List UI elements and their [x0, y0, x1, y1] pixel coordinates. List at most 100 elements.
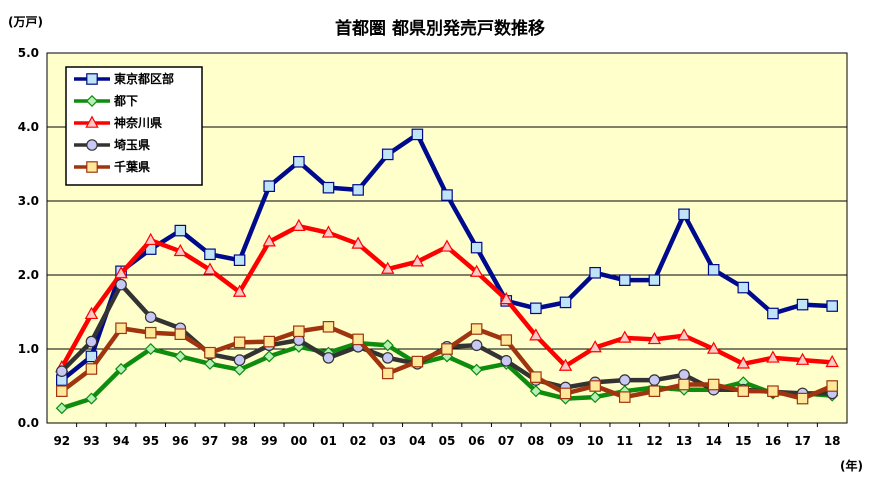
data-point: [410, 254, 425, 267]
data-point: [677, 328, 691, 341]
data-point: [263, 335, 276, 348]
data-point: [648, 274, 661, 286]
data-point: [825, 354, 839, 368]
legend-item: 神奈川県: [74, 115, 162, 130]
data-point: [826, 300, 838, 312]
data-point: [589, 266, 601, 279]
data-point: [381, 367, 394, 380]
y-axis-unit-label: (万戸): [8, 15, 43, 29]
data-point: [500, 334, 513, 346]
data-point: [559, 387, 572, 400]
x-tick-label: 06: [468, 434, 485, 448]
series-5: [56, 321, 838, 405]
data-point: [85, 363, 98, 375]
legend-swatch-marker: [85, 94, 99, 108]
data-point: [470, 241, 483, 254]
legend-swatch-marker: [85, 115, 99, 128]
y-tick-label: 3.0: [18, 194, 39, 208]
x-tick-label: 98: [231, 434, 248, 448]
data-point: [381, 148, 394, 161]
data-point: [174, 224, 187, 237]
x-tick-label: 08: [528, 434, 545, 448]
data-point: [143, 232, 158, 246]
data-point: [411, 355, 424, 368]
data-point: [174, 350, 187, 363]
x-tick-label: 95: [142, 434, 159, 448]
data-point: [144, 311, 157, 323]
data-point: [292, 218, 306, 231]
x-tick-label: 09: [557, 434, 574, 448]
data-point: [174, 328, 187, 340]
data-point: [648, 385, 661, 397]
data-point: [56, 385, 68, 397]
y-axis-ticks: 0.0 1.0 2.0 3.0 4.0 5.0: [18, 46, 39, 430]
data-point: [796, 392, 809, 405]
data-point: [233, 336, 246, 349]
data-point: [263, 180, 276, 192]
x-tick-label: 01: [320, 434, 337, 448]
data-point: [381, 352, 394, 364]
x-tick-label: 94: [113, 434, 130, 448]
x-tick-label: 11: [616, 434, 633, 448]
data-point: [144, 342, 157, 356]
data-point: [530, 371, 542, 383]
data-point: [441, 189, 453, 201]
data-point: [796, 298, 809, 311]
data-point: [411, 128, 424, 141]
data-point: [55, 402, 68, 415]
data-point: [85, 350, 98, 363]
data-point: [85, 392, 98, 405]
x-tick-label: 15: [735, 434, 752, 448]
data-point: [618, 330, 632, 343]
x-tick-label: 03: [379, 434, 396, 448]
data-point: [530, 302, 542, 315]
data-point: [352, 184, 364, 196]
data-point: [84, 306, 99, 320]
data-point: [293, 155, 305, 168]
data-point: [767, 307, 779, 320]
data-point: [589, 391, 602, 404]
x-tick-label: 17: [794, 434, 811, 448]
data-point: [114, 266, 128, 279]
data-point: [233, 254, 246, 266]
x-tick-label: 10: [587, 434, 604, 448]
y-tick-label: 0.0: [18, 416, 39, 430]
x-tick-label: 18: [824, 434, 841, 448]
data-point: [588, 340, 602, 353]
data-point: [766, 350, 780, 363]
data-point: [558, 358, 573, 371]
data-point: [707, 264, 720, 276]
data-point: [589, 380, 601, 392]
data-point: [204, 248, 216, 261]
data-point: [648, 374, 661, 386]
x-tick-label: 04: [409, 434, 426, 448]
legend-label: 埼玉県: [114, 137, 150, 152]
data-point: [470, 323, 483, 335]
x-tick-label: 05: [439, 434, 456, 448]
data-point: [618, 274, 631, 286]
x-tick-label: 97: [202, 434, 219, 448]
legend-label: 都下: [113, 93, 138, 108]
data-point: [647, 331, 662, 345]
data-point: [262, 234, 276, 247]
x-tick-label: 13: [676, 434, 693, 448]
data-point: [707, 378, 720, 391]
data-point: [85, 335, 98, 348]
data-point: [470, 339, 483, 352]
x-tick-label: 02: [350, 434, 367, 448]
legend-item: 埼玉県: [74, 137, 150, 152]
x-axis-ticks: 92 93 94 95 96 97 98 99 00 01 02 03 04 05 06 07 08 09 10 11…: [53, 423, 841, 448]
legend-label: 千葉県: [114, 159, 150, 174]
y-tick-label: 1.0: [18, 342, 39, 356]
legend-item: 東京都区部: [74, 71, 174, 86]
data-point: [678, 369, 690, 381]
y-tick-label: 4.0: [18, 120, 39, 134]
x-tick-label: 93: [83, 434, 100, 448]
legend-item: 千葉県: [74, 159, 150, 174]
legend-label: 神奈川県: [114, 115, 162, 130]
x-tick-label: 07: [498, 434, 515, 448]
data-point: [115, 278, 127, 291]
data-point: [321, 225, 336, 238]
legend-swatch-marker: [86, 139, 98, 151]
